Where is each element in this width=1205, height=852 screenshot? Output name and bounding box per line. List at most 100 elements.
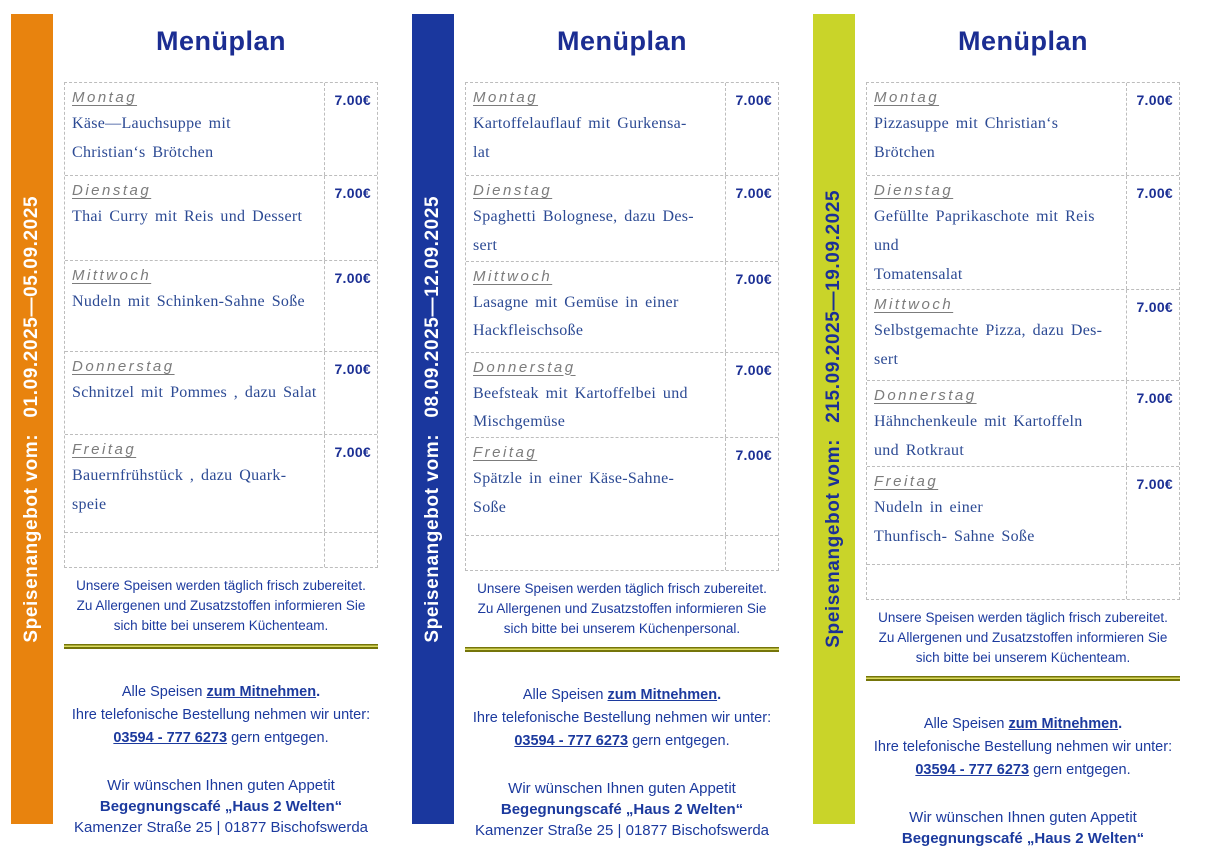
takeaway-block: Alle Speisen zum Mitnehmen. Ihre telefon… <box>465 684 779 753</box>
price-cell <box>324 533 377 567</box>
menu-row: Donnerstag Hähnchenkeule mit Kartoffeln … <box>867 381 1179 467</box>
price-cell: 7.00€ <box>725 352 778 438</box>
dish-text: Gefüllte Paprikaschote mit Reis und Toma… <box>874 208 1095 283</box>
takeaway-suffix: . <box>717 687 722 704</box>
dish-text: Spätzle in einer Käse-Sahne- Soße <box>473 470 675 516</box>
note-line: sich bitte bei unserem Küchenteam. <box>113 618 329 633</box>
menu-row: Freitag Spätzle in einer Käse-Sahne- Soß… <box>466 438 778 537</box>
price-cell: 7.00€ <box>725 438 778 536</box>
dish-text: Spaghetti Bolognese, dazu Des- sert <box>473 208 694 254</box>
note-line: Unsere Speisen werden täglich frisch zub… <box>477 581 767 597</box>
price-cell: 7.00€ <box>1126 83 1179 175</box>
dish-text: Lasagne mit Gemüse in einer Hackfleischs… <box>473 293 679 340</box>
dish-text: Nudeln mit Schinken-Sahne Soße <box>72 293 305 310</box>
day-label: Montag <box>874 89 940 106</box>
menu-row: Mittwoch Lasagne mit Gemüse in einer Hac… <box>466 261 778 353</box>
takeaway-line-phone: 03594 - 777 6273 gern entgegen. <box>866 759 1180 782</box>
dish-cell: Montag Pizzasuppe mit Christian‘s Brötch… <box>867 83 1126 175</box>
dish-cell <box>466 536 725 570</box>
empty-row <box>867 564 1179 599</box>
takeaway-prefix: Alle Speisen <box>522 687 608 704</box>
takeaway-block: Alle Speisen zum Mitnehmen. Ihre telefon… <box>64 681 378 750</box>
dish-text: Pizzasuppe mit Christian‘s Brötchen <box>874 115 1059 161</box>
price-value: 7.00€ <box>735 270 772 287</box>
menu-week-column: Speisenangebot vom: 215.09.2025—19.09.202… <box>802 0 1203 852</box>
takeaway-block: Alle Speisen zum Mitnehmen. Ihre telefon… <box>866 713 1180 782</box>
menu-week-column: Speisenangebot vom: 08.09.2025—12.09.2025… <box>401 0 802 852</box>
freshness-note: Unsere Speisen werden täglich frisch zub… <box>866 608 1180 668</box>
address-block: Wir wünschen Ihnen guten Appetit Begegnu… <box>64 775 378 838</box>
phone-number: 03594 - 777 6273 <box>113 730 228 746</box>
menu-table: Montag Pizzasuppe mit Christian‘s Brötch… <box>866 82 1180 600</box>
empty-row <box>65 533 377 567</box>
takeaway-prefix: Alle Speisen <box>121 684 207 700</box>
page-title: Menüplan <box>557 26 687 56</box>
dish-cell: Freitag Bauernfrühstück , dazu Quark- sp… <box>65 435 324 532</box>
dish-cell: Donnerstag Beefsteak mit Kartoffelbei un… <box>466 353 725 438</box>
column-content: Menüplan Montag Käse—Lauchsuppe mit Chri… <box>64 0 378 838</box>
price-cell <box>1126 564 1179 599</box>
day-label: Donnerstag <box>473 358 576 376</box>
price-cell: 7.00€ <box>725 83 778 175</box>
divider-rule <box>866 675 1180 681</box>
price-value: 7.00€ <box>1136 390 1173 407</box>
day-label: Freitag <box>874 472 939 490</box>
day-label: Mittwoch <box>72 267 152 284</box>
price-cell: 7.00€ <box>324 261 377 351</box>
address-block: Wir wünschen Ihnen guten Appetit Begegnu… <box>866 807 1180 852</box>
menu-row: Dienstag Spaghetti Bolognese, dazu Des- … <box>466 176 778 262</box>
price-value: 7.00€ <box>735 185 772 201</box>
price-cell: 7.00€ <box>1126 290 1179 381</box>
dish-text: Käse—Lauchsuppe mit Christian‘s Brötchen <box>72 115 231 161</box>
menu-row: Donnerstag Beefsteak mit Kartoffelbei un… <box>466 352 778 439</box>
phone-number: 03594 - 777 6273 <box>915 761 1030 778</box>
day-label: Mittwoch <box>473 267 553 285</box>
price-value: 7.00€ <box>334 270 371 286</box>
phone-suffix: gern entgegen. <box>628 733 730 750</box>
dish-cell: Montag Käse—Lauchsuppe mit Christian‘s B… <box>65 83 324 175</box>
dish-text: Schnitzel mit Pommes , dazu Salat <box>72 384 317 401</box>
street-address: Kamenzer Straße 25 | 01877 Bischofswerda <box>474 822 770 840</box>
price-cell: 7.00€ <box>324 83 377 175</box>
cafe-name: Begegnungscafé „Haus 2 Welten“ <box>99 798 343 815</box>
dish-text: Beefsteak mit Kartoffelbei und Mischgemü… <box>473 384 688 431</box>
week-sidebar: Speisenangebot vom: 215.09.2025—19.09.202… <box>813 14 855 824</box>
day-label: Dienstag <box>473 182 553 199</box>
menu-row: Montag Käse—Lauchsuppe mit Christian‘s B… <box>65 83 377 176</box>
takeaway-line-bestellung: Ihre telefonische Bestellung nehmen wir … <box>472 710 772 727</box>
phone-suffix: gern entgegen. <box>1029 761 1131 778</box>
dish-cell: Mittwoch Lasagne mit Gemüse in einer Hac… <box>466 262 725 352</box>
menu-row: Montag Kartoffelauflauf mit Gurkensa- la… <box>466 83 778 176</box>
takeaway-line-phone: 03594 - 777 6273 gern entgegen. <box>465 730 779 753</box>
dish-cell: Dienstag Gefüllte Paprikaschote mit Reis… <box>867 176 1126 289</box>
dish-text: Hähnchenkeule mit Kartoffeln und Rotkrau… <box>874 413 1083 460</box>
price-cell: 7.00€ <box>324 435 377 532</box>
sidebar-label: Speisenangebot vom: <box>21 433 42 643</box>
takeaway-highlight: zum Mitnehmen <box>206 684 317 700</box>
cafe-name: Begegnungscafé „Haus 2 Welten“ <box>901 829 1145 847</box>
sidebar-dates: 08.09.2025—12.09.2025 <box>422 195 443 418</box>
menu-row: Dienstag Gefüllte Paprikaschote mit Reis… <box>867 176 1179 291</box>
menu-row: Freitag Bauernfrühstück , dazu Quark- sp… <box>65 435 377 533</box>
freshness-note: Unsere Speisen werden täglich frisch zub… <box>64 576 378 636</box>
dish-cell: Mittwoch Selbstgemachte Pizza, dazu Des-… <box>867 290 1126 380</box>
sidebar-dates: 01.09.2025—05.09.2025 <box>21 195 42 418</box>
takeaway-prefix: Alle Speisen <box>923 715 1009 732</box>
week-range-label: Speisenangebot vom: 01.09.2025—05.09.2025 <box>21 196 43 643</box>
note-line: Unsere Speisen werden täglich frisch zub… <box>76 578 366 593</box>
dish-text: Selbstgemachte Pizza, dazu Des- sert <box>874 322 1103 369</box>
takeaway-highlight: zum Mitnehmen <box>1008 715 1119 732</box>
empty-row <box>466 536 778 571</box>
price-value: 7.00€ <box>1136 185 1173 201</box>
price-value: 7.00€ <box>334 444 371 460</box>
takeaway-suffix: . <box>1118 715 1123 732</box>
dish-cell: Montag Kartoffelauflauf mit Gurkensa- la… <box>466 83 725 175</box>
page-title: Menüplan <box>156 26 286 56</box>
dish-cell: Dienstag Spaghetti Bolognese, dazu Des- … <box>466 176 725 261</box>
dish-cell: Freitag Nudeln in einer Thunfisch- Sahne… <box>867 467 1126 564</box>
column-content: Menüplan Montag Pizzasuppe mit Christian… <box>866 0 1180 852</box>
menu-row: Mittwoch Selbstgemachte Pizza, dazu Des-… <box>867 290 1179 382</box>
day-label: Montag <box>473 89 539 106</box>
dish-text: Kartoffelauflauf mit Gurkensa- lat <box>473 115 687 161</box>
